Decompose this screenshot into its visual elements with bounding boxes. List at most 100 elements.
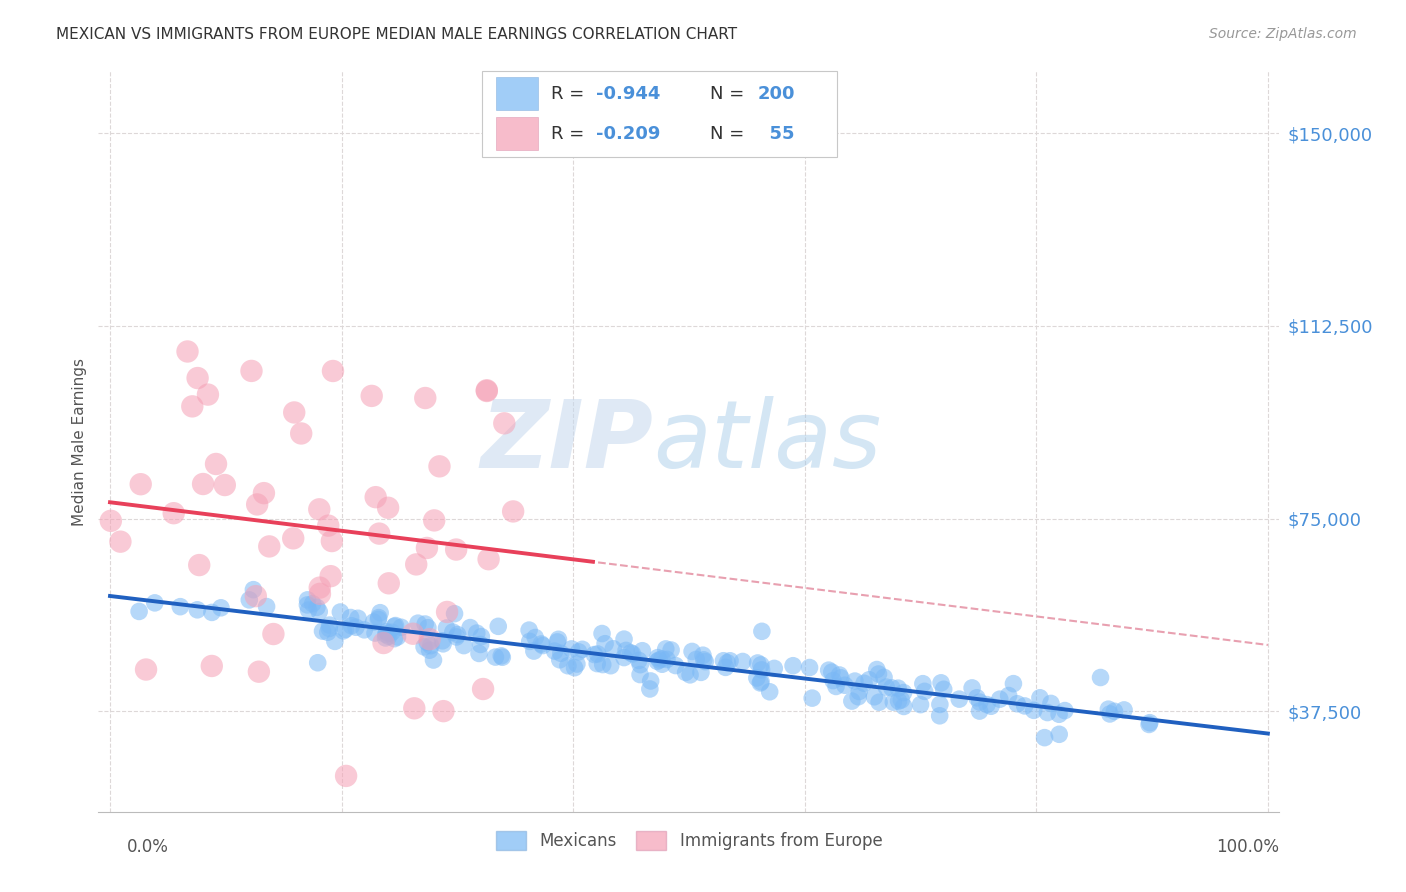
Point	[307, 656, 329, 670]
Point	[259, 540, 281, 554]
Point	[1022, 703, 1045, 717]
Point	[640, 673, 662, 688]
Point	[247, 665, 270, 679]
Point	[242, 582, 264, 597]
Text: MEXICAN VS IMMIGRANTS FROM EUROPE MEDIAN MALE EARNINGS CORRELATION CHART: MEXICAN VS IMMIGRANTS FROM EUROPE MEDIAN…	[56, 27, 737, 42]
Point	[620, 646, 643, 660]
Point	[1007, 697, 1029, 711]
Point	[690, 665, 713, 680]
Text: N =: N =	[710, 86, 751, 103]
Point	[621, 647, 644, 661]
Point	[848, 684, 870, 698]
Point	[404, 701, 426, 715]
Point	[875, 680, 897, 694]
Point	[468, 647, 491, 661]
Point	[731, 655, 754, 669]
Point	[367, 612, 389, 626]
Point	[749, 676, 772, 690]
Point	[246, 498, 269, 512]
Point	[472, 681, 495, 696]
Point	[745, 671, 768, 685]
Point	[863, 690, 886, 704]
Point	[181, 400, 204, 414]
Point	[1014, 698, 1036, 713]
Point	[441, 625, 464, 640]
Point	[422, 653, 444, 667]
Point	[853, 676, 876, 690]
Point	[547, 632, 569, 647]
Point	[377, 626, 399, 640]
Point	[209, 600, 232, 615]
Point	[714, 660, 737, 674]
Point	[135, 663, 157, 677]
Point	[491, 650, 513, 665]
Point	[432, 637, 454, 651]
Point	[651, 657, 673, 672]
Point	[1090, 671, 1112, 685]
Point	[645, 654, 668, 668]
Point	[368, 526, 391, 541]
Point	[419, 643, 441, 657]
Text: N =: N =	[710, 125, 751, 143]
Point	[614, 643, 637, 657]
Point	[1047, 727, 1070, 741]
Point	[763, 661, 786, 675]
Point	[238, 593, 260, 607]
Point	[568, 645, 591, 659]
Point	[416, 541, 439, 555]
Point	[169, 599, 191, 614]
Point	[685, 652, 707, 666]
Point	[948, 692, 970, 706]
Point	[693, 653, 716, 667]
Text: 55: 55	[758, 125, 794, 143]
Point	[486, 619, 509, 633]
Point	[201, 659, 224, 673]
Point	[675, 665, 697, 680]
Point	[799, 660, 821, 674]
Point	[880, 681, 903, 695]
Point	[283, 532, 305, 546]
Point	[976, 698, 998, 712]
Point	[465, 626, 488, 640]
Point	[308, 581, 330, 595]
Point	[382, 632, 405, 646]
Point	[751, 663, 773, 677]
Point	[929, 676, 952, 690]
Point	[1047, 707, 1070, 722]
Point	[592, 657, 614, 672]
Point	[519, 634, 541, 648]
Point	[335, 623, 357, 637]
Point	[405, 558, 427, 572]
Point	[432, 633, 454, 648]
Point	[586, 647, 609, 661]
Point	[613, 650, 636, 665]
Text: -0.944: -0.944	[596, 86, 659, 103]
Point	[163, 506, 186, 520]
Point	[517, 623, 540, 637]
Point	[751, 624, 773, 639]
Point	[801, 691, 824, 706]
Point	[332, 624, 354, 638]
Point	[458, 621, 481, 635]
Legend: Mexicans, Immigrants from Europe: Mexicans, Immigrants from Europe	[489, 825, 889, 856]
Point	[1112, 703, 1135, 717]
Point	[502, 504, 524, 518]
Point	[1098, 706, 1121, 721]
Point	[308, 605, 330, 619]
Y-axis label: Median Male Earnings: Median Male Earnings	[72, 358, 87, 525]
FancyBboxPatch shape	[496, 118, 537, 150]
Point	[647, 650, 669, 665]
Point	[565, 657, 588, 671]
Point	[586, 657, 609, 671]
Point	[443, 607, 465, 621]
Point	[830, 671, 852, 685]
Point	[191, 477, 214, 491]
Point	[262, 627, 284, 641]
Point	[868, 667, 890, 681]
Point	[823, 673, 845, 688]
Point	[470, 637, 492, 651]
Point	[453, 639, 475, 653]
Point	[718, 654, 741, 668]
Point	[821, 665, 844, 680]
Point	[290, 426, 312, 441]
